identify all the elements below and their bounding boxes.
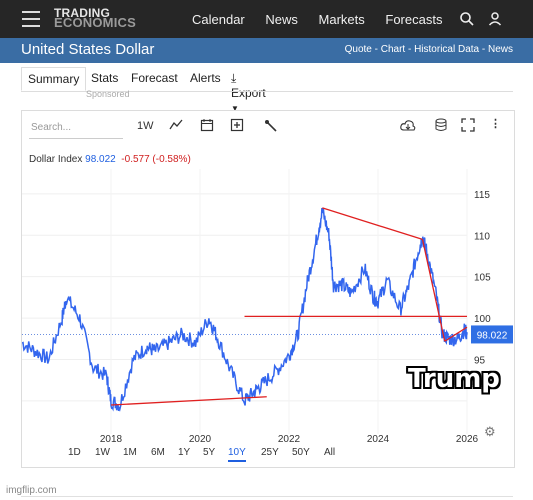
tab-alerts[interactable]: Alerts	[190, 71, 221, 85]
caret-down-icon: ▼	[231, 104, 239, 113]
period-6m[interactable]: 6M	[151, 447, 165, 458]
x-tick-label: 2024	[367, 434, 390, 444]
page-title-bar: United States Dollar Quote - Chart - His…	[0, 38, 533, 63]
sponsored-label: Sponsored	[86, 89, 130, 99]
chart-search-input[interactable]: Search...	[29, 119, 123, 139]
logo-line2: ECONOMICS	[54, 15, 136, 30]
add-indicator-icon[interactable]	[230, 118, 244, 132]
nav-calendar[interactable]: Calendar	[192, 12, 245, 27]
fullscreen-icon[interactable]	[461, 118, 475, 132]
imgflip-watermark: imgflip.com	[6, 485, 57, 496]
current-value-label-group: 98.022	[471, 325, 513, 344]
page-section-links[interactable]: Quote - Chart - Historical Data - News	[344, 44, 513, 55]
chart-legend: Dollar Index 98.022 -0.577 (-0.58%)	[29, 154, 191, 165]
more-options-icon[interactable]: ⋮	[490, 118, 501, 130]
price-series	[22, 207, 468, 412]
dollar-index-line	[22, 207, 468, 412]
period-all[interactable]: All	[324, 447, 336, 458]
nav-links: Calendar News Markets Forecasts	[192, 12, 459, 27]
trendline-annotation-3	[444, 326, 468, 342]
legend-value: 98.022	[85, 154, 116, 165]
tab-forecast[interactable]: Forecast	[131, 71, 178, 85]
page-title: United States Dollar	[21, 41, 155, 58]
trump-caption: Trump	[408, 364, 500, 394]
nav-markets[interactable]: Markets	[318, 12, 365, 27]
tab-divider	[21, 91, 513, 92]
tab-summary[interactable]: Summary	[21, 67, 87, 91]
period-selector: 1D 1W 1M 6M 1Y 5Y 10Y 25Y 50Y All	[22, 444, 514, 466]
top-navigation: TRADING ECONOMICS Calendar News Markets …	[0, 0, 533, 38]
legend-change: -0.577 (-0.58%)	[121, 154, 191, 165]
period-1m[interactable]: 1M	[123, 447, 137, 458]
period-5y[interactable]: 5Y	[203, 447, 216, 458]
trading-economics-logo[interactable]: TRADING ECONOMICS	[54, 6, 136, 30]
y-tick-label: 115	[474, 190, 490, 201]
current-value-label: 98.022	[477, 330, 508, 341]
trendline-annotation-0	[110, 396, 267, 406]
logo-line1: TRADING	[54, 6, 111, 20]
chart-settings-gear-icon[interactable]: ⚙	[484, 424, 496, 439]
nav-forecasts[interactable]: Forecasts	[385, 12, 443, 27]
interval-selector[interactable]: 1W	[137, 120, 154, 132]
tab-stats[interactable]: Stats	[91, 71, 119, 85]
legend-series-name: Dollar Index	[29, 154, 83, 165]
current-value-box	[471, 325, 513, 344]
dollar-index-chart[interactable]: 95 100 105 110 115 2018 2020 2022 2024 2026 98.0…	[22, 169, 514, 444]
period-10y[interactable]: 10Y	[228, 447, 246, 462]
period-1d[interactable]: 1D	[68, 447, 81, 458]
chart-panel: Search... 1W ⋮ Dollar Index 98.022 -0.57…	[21, 110, 515, 468]
period-50y[interactable]: 50Y	[292, 447, 310, 458]
x-tick-label: 2020	[189, 434, 212, 444]
hamburger-menu-icon[interactable]	[22, 11, 40, 27]
y-tick-label: 110	[474, 231, 490, 242]
cloud-download-icon[interactable]	[400, 119, 416, 132]
user-icon[interactable]	[487, 11, 503, 27]
x-tick-label: 2018	[100, 434, 123, 444]
trend-annotations	[110, 207, 468, 406]
download-icon: ⤓	[231, 71, 237, 85]
y-tick-label: 105	[474, 273, 491, 284]
tab-export[interactable]: ⤓ Export ▼	[225, 67, 272, 118]
period-1y[interactable]: 1Y	[178, 447, 191, 458]
footer-divider	[21, 496, 513, 497]
calendar-icon[interactable]	[200, 118, 214, 132]
search-icon[interactable]	[459, 11, 475, 27]
y-axis-ticks: 95 100 105 110 115	[474, 190, 491, 367]
x-axis-ticks: 2018 2020 2022 2024 2026	[100, 434, 479, 444]
period-1w[interactable]: 1W	[95, 447, 110, 458]
y-tick-label: 100	[474, 314, 491, 325]
line-chart-icon[interactable]	[169, 119, 183, 131]
x-tick-label: 2026	[456, 434, 479, 444]
x-tick-label: 2022	[278, 434, 301, 444]
chart-gridlines	[22, 169, 468, 434]
export-label: Export	[231, 86, 266, 100]
draw-tool-icon[interactable]	[264, 119, 278, 133]
period-25y[interactable]: 25Y	[261, 447, 279, 458]
database-icon[interactable]	[435, 118, 447, 132]
y-tick-label: 95	[474, 355, 486, 366]
trendline-annotation-1	[322, 207, 423, 241]
trendline-annotation-2	[421, 239, 446, 342]
nav-news[interactable]: News	[265, 12, 298, 27]
